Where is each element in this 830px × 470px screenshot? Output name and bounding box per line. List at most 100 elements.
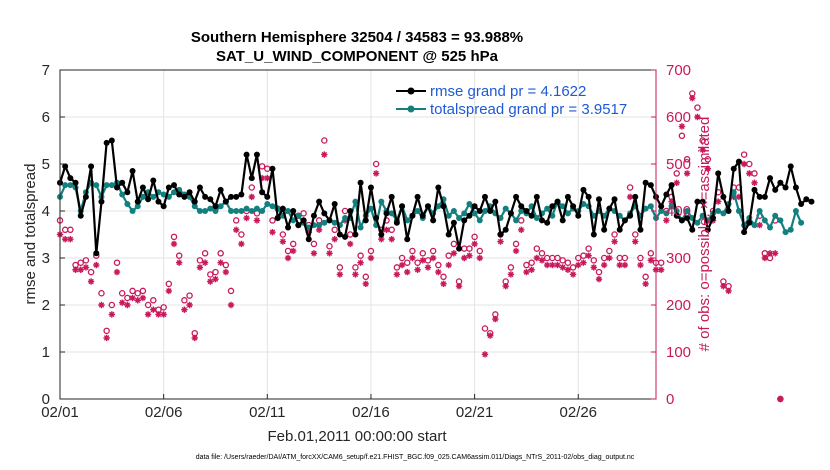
obs-assimilated-point	[694, 113, 701, 121]
obs-assimilated-point	[725, 287, 732, 295]
x-tick-label: 02/11	[249, 404, 285, 421]
obs-possible-point	[559, 257, 566, 264]
spread-point	[647, 203, 654, 210]
obs-assimilated-point	[595, 275, 603, 283]
obs-possible-point	[357, 252, 364, 259]
obs-assimilated-point	[626, 193, 634, 201]
obs-possible-point	[694, 104, 701, 111]
obs-assimilated-point	[155, 311, 162, 318]
spread-point	[316, 222, 323, 229]
obs-assimilated-point	[305, 228, 312, 236]
obs-assimilated-mark	[647, 257, 655, 264]
rmse-point	[269, 165, 276, 172]
spread-point	[228, 208, 235, 214]
rmse-point	[88, 163, 95, 170]
rmse-point	[124, 189, 131, 196]
obs-assimilated-mark	[518, 226, 525, 233]
rmse-point	[523, 208, 530, 214]
obs-assimilated-point	[352, 271, 359, 278]
obs-assimilated-mark	[170, 240, 178, 248]
obs-assimilated-mark	[155, 311, 162, 318]
obs-assimilated-point	[98, 301, 105, 309]
obs-assimilated-mark	[481, 351, 489, 358]
obs-assimilated-mark	[181, 306, 188, 313]
rmse-point	[616, 226, 623, 233]
spread-point	[772, 212, 779, 219]
x-tick-label: 02/21	[456, 404, 494, 421]
obs-possible-point	[642, 273, 649, 281]
obs-possible-point	[606, 247, 613, 255]
spread-point	[139, 193, 146, 200]
y-right-tick-label: 100	[666, 344, 691, 361]
rmse-point	[466, 212, 473, 219]
spread-point	[367, 205, 374, 212]
obs-assimilated-point	[507, 271, 515, 278]
rmse-point	[367, 184, 374, 191]
obs-possible-point	[227, 287, 235, 295]
rmse-point	[538, 217, 545, 224]
obs-assimilated-mark	[383, 226, 390, 233]
obs-assimilated-point	[248, 193, 255, 201]
obs-assimilated-point	[72, 266, 79, 273]
rmse-point	[316, 198, 323, 205]
rmse-point	[430, 217, 437, 224]
spread-point	[642, 205, 649, 212]
rmse-point	[290, 208, 297, 214]
obs-possible-point	[207, 271, 214, 278]
obs-possible-point	[450, 240, 458, 248]
y-left-tick-label: 2	[42, 297, 50, 314]
rmse-point	[782, 184, 789, 191]
obs-assimilated-point	[632, 238, 639, 245]
legend-rmse-marker	[407, 87, 415, 95]
obs-assimilated-mark	[87, 278, 95, 285]
x-axis-label: Feb.01,2011 00:00:00 start	[267, 428, 447, 445]
rmse-point	[321, 210, 328, 217]
rmse-point	[481, 193, 488, 200]
obs-assimilated-point	[207, 278, 214, 285]
obs-assimilated-point	[714, 198, 722, 205]
obs-possible-point	[678, 132, 686, 140]
obs-assimilated-point	[523, 268, 530, 276]
obs-assimilated-mark	[476, 254, 483, 262]
rmse-point	[62, 163, 69, 170]
obs-assimilated-mark	[82, 264, 90, 271]
spread-point	[461, 210, 468, 217]
spread-point	[414, 208, 421, 214]
rmse-point	[440, 203, 447, 210]
spread-point	[471, 210, 478, 217]
obs-assimilated-mark	[611, 238, 618, 245]
rmse-point	[497, 231, 504, 238]
y-right-tick-label: 200	[666, 297, 691, 314]
rmse-point	[67, 175, 74, 182]
rmse-point	[611, 196, 618, 203]
obs-assimilated-point	[196, 264, 204, 271]
obs-assimilated-point	[756, 221, 763, 229]
spread-point	[171, 189, 178, 196]
obs-assimilated-point	[621, 261, 629, 269]
obs-assimilated-mark	[196, 264, 204, 271]
obs-possible-point	[683, 156, 691, 163]
spread-point	[217, 203, 224, 210]
y-left-tick-label: 6	[42, 109, 50, 126]
obs-assimilated-mark	[207, 278, 214, 285]
obs-assimilated-point	[93, 261, 100, 269]
obs-assimilated-mark	[626, 193, 634, 201]
obs-assimilated-mark	[331, 236, 338, 243]
obs-possible-point	[139, 287, 147, 295]
obs-assimilated-mark	[165, 287, 173, 295]
obs-possible-point	[144, 301, 152, 309]
x-tick-label: 02/01	[41, 404, 79, 421]
obs-assimilated-mark	[486, 332, 494, 339]
rmse-point	[684, 215, 691, 222]
obs-assimilated-point	[751, 179, 758, 186]
rmse-point	[404, 236, 411, 243]
rmse-point	[761, 193, 768, 200]
obs-assimilated-mark	[533, 254, 540, 262]
obs-assimilated-mark	[118, 299, 126, 306]
obs-assimilated-mark	[740, 160, 748, 168]
obs-assimilated-point	[730, 193, 737, 201]
rmse-point	[476, 208, 483, 214]
obs-possible-point	[170, 233, 178, 241]
rmse-point	[746, 219, 753, 226]
rmse-point	[502, 226, 509, 233]
